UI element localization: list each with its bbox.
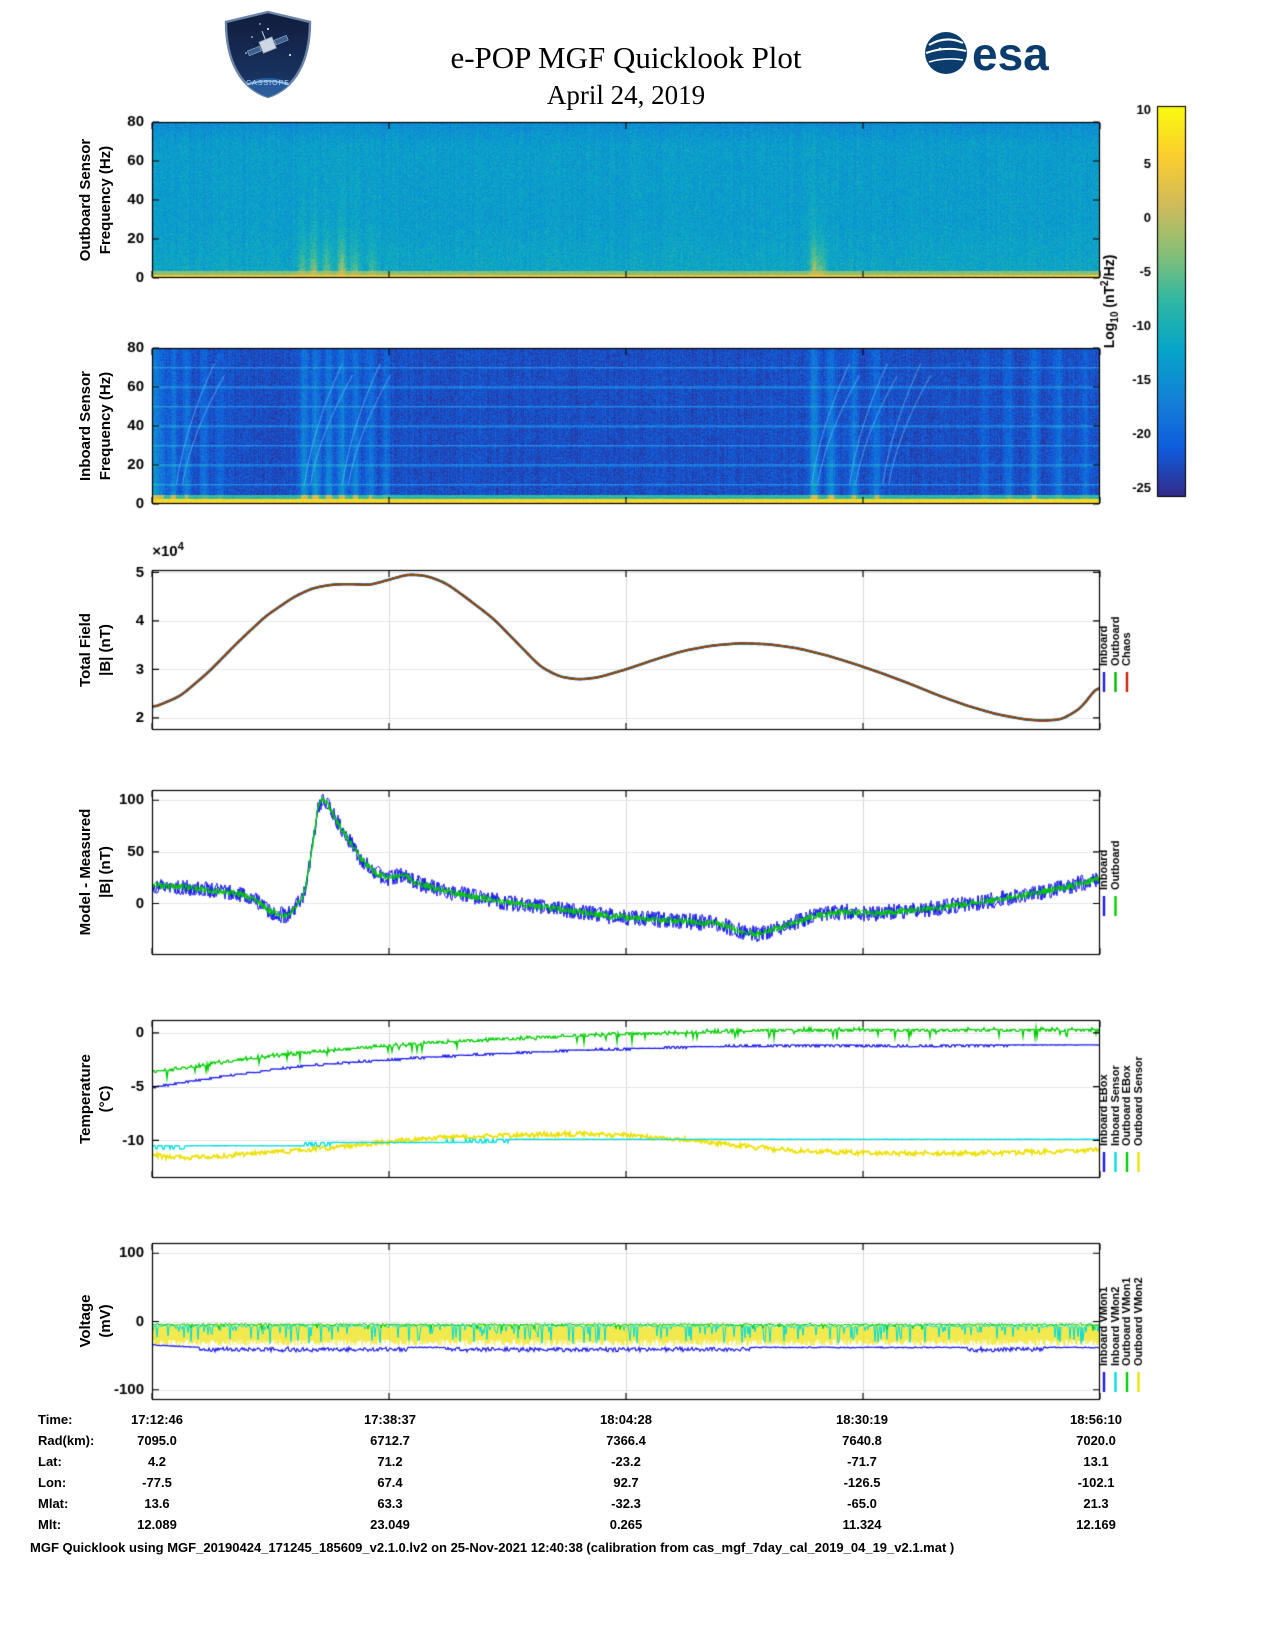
- table-cell: 12.089: [137, 1517, 177, 1532]
- table-row-label: Rad(km):: [38, 1433, 95, 1448]
- table-cell: 7095.0: [137, 1433, 177, 1448]
- ylabel-outboard-spectrogram: Outboard Sensor Frequency (Hz): [77, 138, 114, 262]
- table-cell: 17:12:46: [130, 1412, 184, 1427]
- table-cell: 18:56:10: [1069, 1412, 1123, 1427]
- table-row-label: Lon:: [38, 1475, 67, 1490]
- esa-logo-text: esa: [972, 28, 1049, 80]
- table-row-label: Lat:: [38, 1454, 62, 1469]
- table-cell: 18:04:28: [599, 1412, 653, 1427]
- table-cell: 23.049: [370, 1517, 410, 1532]
- table-cell: -126.5: [843, 1475, 881, 1490]
- table-cell: 4.2: [147, 1454, 167, 1469]
- cassiope-mission-patch-logo: CASSIOPE: [224, 10, 312, 99]
- table-cell: 13.1: [1083, 1454, 1109, 1469]
- mission-patch-text: CASSIOPE: [246, 80, 290, 87]
- table-cell: -71.7: [847, 1454, 877, 1469]
- table-cell: 12.169: [1076, 1517, 1116, 1532]
- table-cell: 0.265: [609, 1517, 643, 1532]
- table-cell: 11.324: [842, 1517, 882, 1532]
- table-cell: 7640.8: [842, 1433, 882, 1448]
- table-row-label: Mlt:: [38, 1517, 62, 1532]
- ylabel-voltage: Voltage (mV): [77, 1294, 114, 1348]
- table-cell: -102.1: [1077, 1475, 1115, 1490]
- table-row-label: Mlat:: [38, 1496, 69, 1511]
- table-cell: 7366.4: [606, 1433, 646, 1448]
- table-cell: -65.0: [847, 1496, 877, 1511]
- ylabel-total-field: Total Field |B| (nT): [77, 613, 114, 687]
- page-title: e-POP MGF Quicklook Plot: [450, 40, 802, 75]
- table-row-label: Time:: [38, 1412, 73, 1427]
- table-cell: -77.5: [142, 1475, 172, 1490]
- page-subtitle-date: April 24, 2019: [546, 80, 706, 110]
- footer-provenance-note: MGF Quicklook using MGF_20190424_171245_…: [30, 1540, 955, 1555]
- ylabel-model-measured: Model - Measured |B| (nT): [77, 808, 114, 936]
- table-cell: 6712.7: [370, 1433, 410, 1448]
- esa-logo: esa: [925, 28, 1049, 80]
- table-cell: -32.3: [611, 1496, 641, 1511]
- table-cell: 67.4: [377, 1475, 403, 1490]
- ylabel-inboard-spectrogram: Inboard Sensor Frequency (Hz): [77, 370, 114, 482]
- table-cell: -23.2: [611, 1454, 641, 1469]
- table-cell: 63.3: [377, 1496, 403, 1511]
- table-cell: 13.6: [144, 1496, 170, 1511]
- ylabel-temperature: Temperature (°C): [77, 1054, 114, 1144]
- table-cell: 92.7: [613, 1475, 639, 1490]
- table-cell: 71.2: [377, 1454, 403, 1469]
- table-cell: 18:30:19: [835, 1412, 889, 1427]
- table-cell: 21.3: [1083, 1496, 1109, 1511]
- table-cell: 17:38:37: [363, 1412, 417, 1427]
- table-cell: 7020.0: [1076, 1433, 1116, 1448]
